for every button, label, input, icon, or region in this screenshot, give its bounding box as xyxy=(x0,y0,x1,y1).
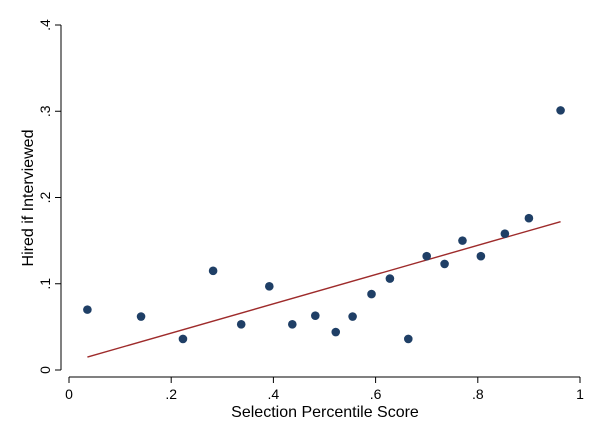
data-point xyxy=(367,289,376,299)
y-axis-title: Hired if Interviewed xyxy=(20,130,37,267)
data-point xyxy=(404,334,413,344)
data-point xyxy=(178,334,188,344)
data-point xyxy=(385,274,395,283)
data-point xyxy=(236,319,246,329)
data-point xyxy=(288,319,297,329)
data-point xyxy=(556,106,565,115)
y-tick-label: .4 xyxy=(37,19,53,31)
data-point xyxy=(524,213,534,223)
data-point xyxy=(476,251,486,261)
x-tick-label: .4 xyxy=(268,386,280,402)
y-tick-label: .3 xyxy=(37,105,53,117)
data-point xyxy=(208,266,218,276)
data-point xyxy=(331,327,341,337)
points-layer xyxy=(83,106,565,344)
y-tick-label: 0 xyxy=(37,366,53,374)
x-tick-label: .2 xyxy=(165,386,177,402)
x-axis-title: Selection Percentile Score xyxy=(231,404,419,421)
data-point xyxy=(422,251,432,261)
fit-line xyxy=(87,220,561,358)
x-tick-label: .6 xyxy=(370,386,382,402)
fit-line-layer xyxy=(87,220,561,358)
data-point xyxy=(136,312,146,321)
y-tick-label: .2 xyxy=(37,191,53,203)
data-point xyxy=(265,282,274,291)
x-axis: 0 .2 .4 .6 .8 1 xyxy=(65,376,584,402)
y-tick-label: .1 xyxy=(37,278,53,290)
data-point xyxy=(440,259,449,269)
x-tick-label: .8 xyxy=(472,386,484,402)
data-point xyxy=(83,305,92,314)
data-point xyxy=(348,312,357,321)
data-point xyxy=(311,311,320,320)
x-tick-label: 0 xyxy=(65,386,73,402)
y-axis: 0 .1 .2 .3 .4 xyxy=(37,19,62,374)
data-point xyxy=(500,229,510,239)
x-tick-label: 1 xyxy=(576,386,584,402)
data-point xyxy=(458,236,467,245)
